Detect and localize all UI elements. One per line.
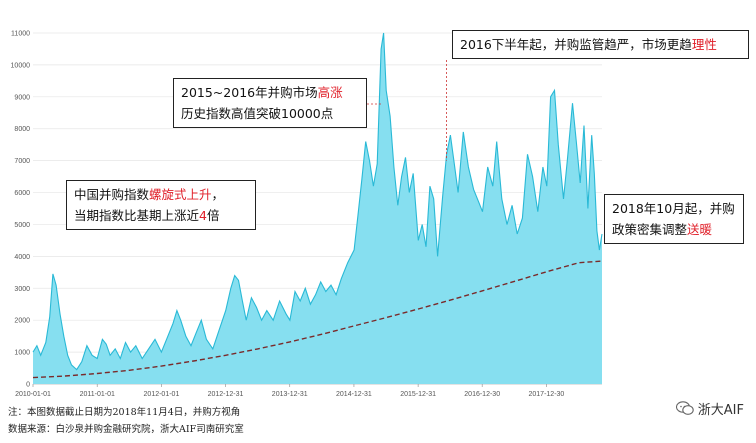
- footer-note: 注：本图数据截止日期为2018年11月4日，并购方视角: [8, 407, 241, 418]
- x-tick-label: 2017-12-30: [529, 391, 565, 398]
- y-tick-label: 1000: [14, 350, 30, 357]
- highlight-text: 螺旋式上升: [149, 187, 212, 202]
- highlight-text: 送暖: [687, 222, 713, 237]
- annotation-line: 政策密集调整送暖: [612, 219, 736, 240]
- brand: 浙大AIF: [675, 399, 744, 418]
- annotation-text: 历史指数高值突破10000点: [181, 106, 334, 121]
- annotation-line: 当期指数比基期上涨近4倍: [74, 205, 248, 226]
- y-tick-label: 7000: [14, 158, 30, 165]
- annotation-text: ，: [211, 187, 225, 202]
- y-tick-label: 0: [26, 382, 30, 389]
- x-tick-label: 2012-12-31: [208, 391, 244, 398]
- chat-bubble-icon: [675, 401, 694, 415]
- y-tick-label: 11000: [11, 31, 30, 38]
- annotation-text: 2015~2016年并购市场: [181, 85, 318, 100]
- annotation-2018-10: 2018年10月起，并购 政策密集调整送暖: [604, 194, 744, 244]
- x-tick-label: 2015-12-31: [400, 391, 436, 398]
- highlight-text: 理性: [691, 37, 717, 52]
- y-tick-label: 6000: [14, 190, 30, 197]
- annotation-text: 政策密集调整: [612, 222, 688, 237]
- x-tick-label: 2012-01-01: [144, 391, 180, 398]
- y-tick-label: 4000: [14, 254, 30, 261]
- annotation-text: 2018年10月起，并购: [612, 201, 735, 216]
- annotation-text: 当期指数比基期上涨近: [74, 208, 200, 223]
- trend-line: [32, 260, 603, 379]
- x-tick-label: 2010-01-01: [15, 391, 51, 398]
- annotation-line: 中国并购指数螺旋式上升，: [74, 184, 248, 205]
- x-axis: 2010-01-01 2011-01-01 2012-01-01 2012-12-31…: [15, 384, 564, 398]
- y-tick-label: 3000: [14, 286, 30, 293]
- y-axis: 0 1000 2000 3000 4000 5000 6000 7000 8000 9000 100…: [11, 31, 31, 389]
- annotation-line: 2018年10月起，并购: [612, 198, 736, 219]
- x-tick-label: 2016-12-30: [464, 391, 500, 398]
- annotation-spiral: 中国并购指数螺旋式上升， 当期指数比基期上涨近4倍: [66, 180, 256, 230]
- footer-source: 数据来源：白沙泉并购金融研究院，浙大AIF司南研究室: [8, 424, 244, 435]
- y-tick-label: 5000: [14, 222, 30, 229]
- x-tick-label: 2014-12-31: [336, 391, 372, 398]
- x-tick-label: 2011-01-01: [80, 391, 115, 398]
- y-tick-label: 2000: [14, 318, 30, 325]
- highlight-text: 高涨: [317, 85, 343, 100]
- index-area: [33, 33, 602, 384]
- x-tick-label: 2013-12-31: [272, 391, 308, 398]
- y-tick-label: 8000: [14, 126, 30, 133]
- annotation-text: 中国并购指数: [74, 187, 150, 202]
- y-tick-label: 10000: [11, 62, 31, 69]
- index-line: [32, 32, 603, 371]
- annotation-leaders: [367, 60, 447, 161]
- annotation-text: 倍: [206, 208, 220, 223]
- annotation-line: 历史指数高值突破10000点: [181, 103, 359, 124]
- highlight-text: 4: [199, 208, 207, 223]
- annotation-2015: 2015~2016年并购市场高涨历史指数高值突破10000点: [173, 78, 367, 128]
- annotation-text: 2016下半年起，并购监管趋严，市场更趋: [460, 37, 692, 52]
- y-tick-label: 9000: [14, 94, 30, 101]
- annotation-2016h2: 2016下半年起，并购监管趋严，市场更趋理性: [452, 30, 749, 59]
- brand-name: 浙大AIF: [697, 403, 744, 418]
- annotation-line: 2016下半年起，并购监管趋严，市场更趋理性: [460, 34, 741, 55]
- annotation-line: 2015~2016年并购市场高涨: [181, 82, 359, 103]
